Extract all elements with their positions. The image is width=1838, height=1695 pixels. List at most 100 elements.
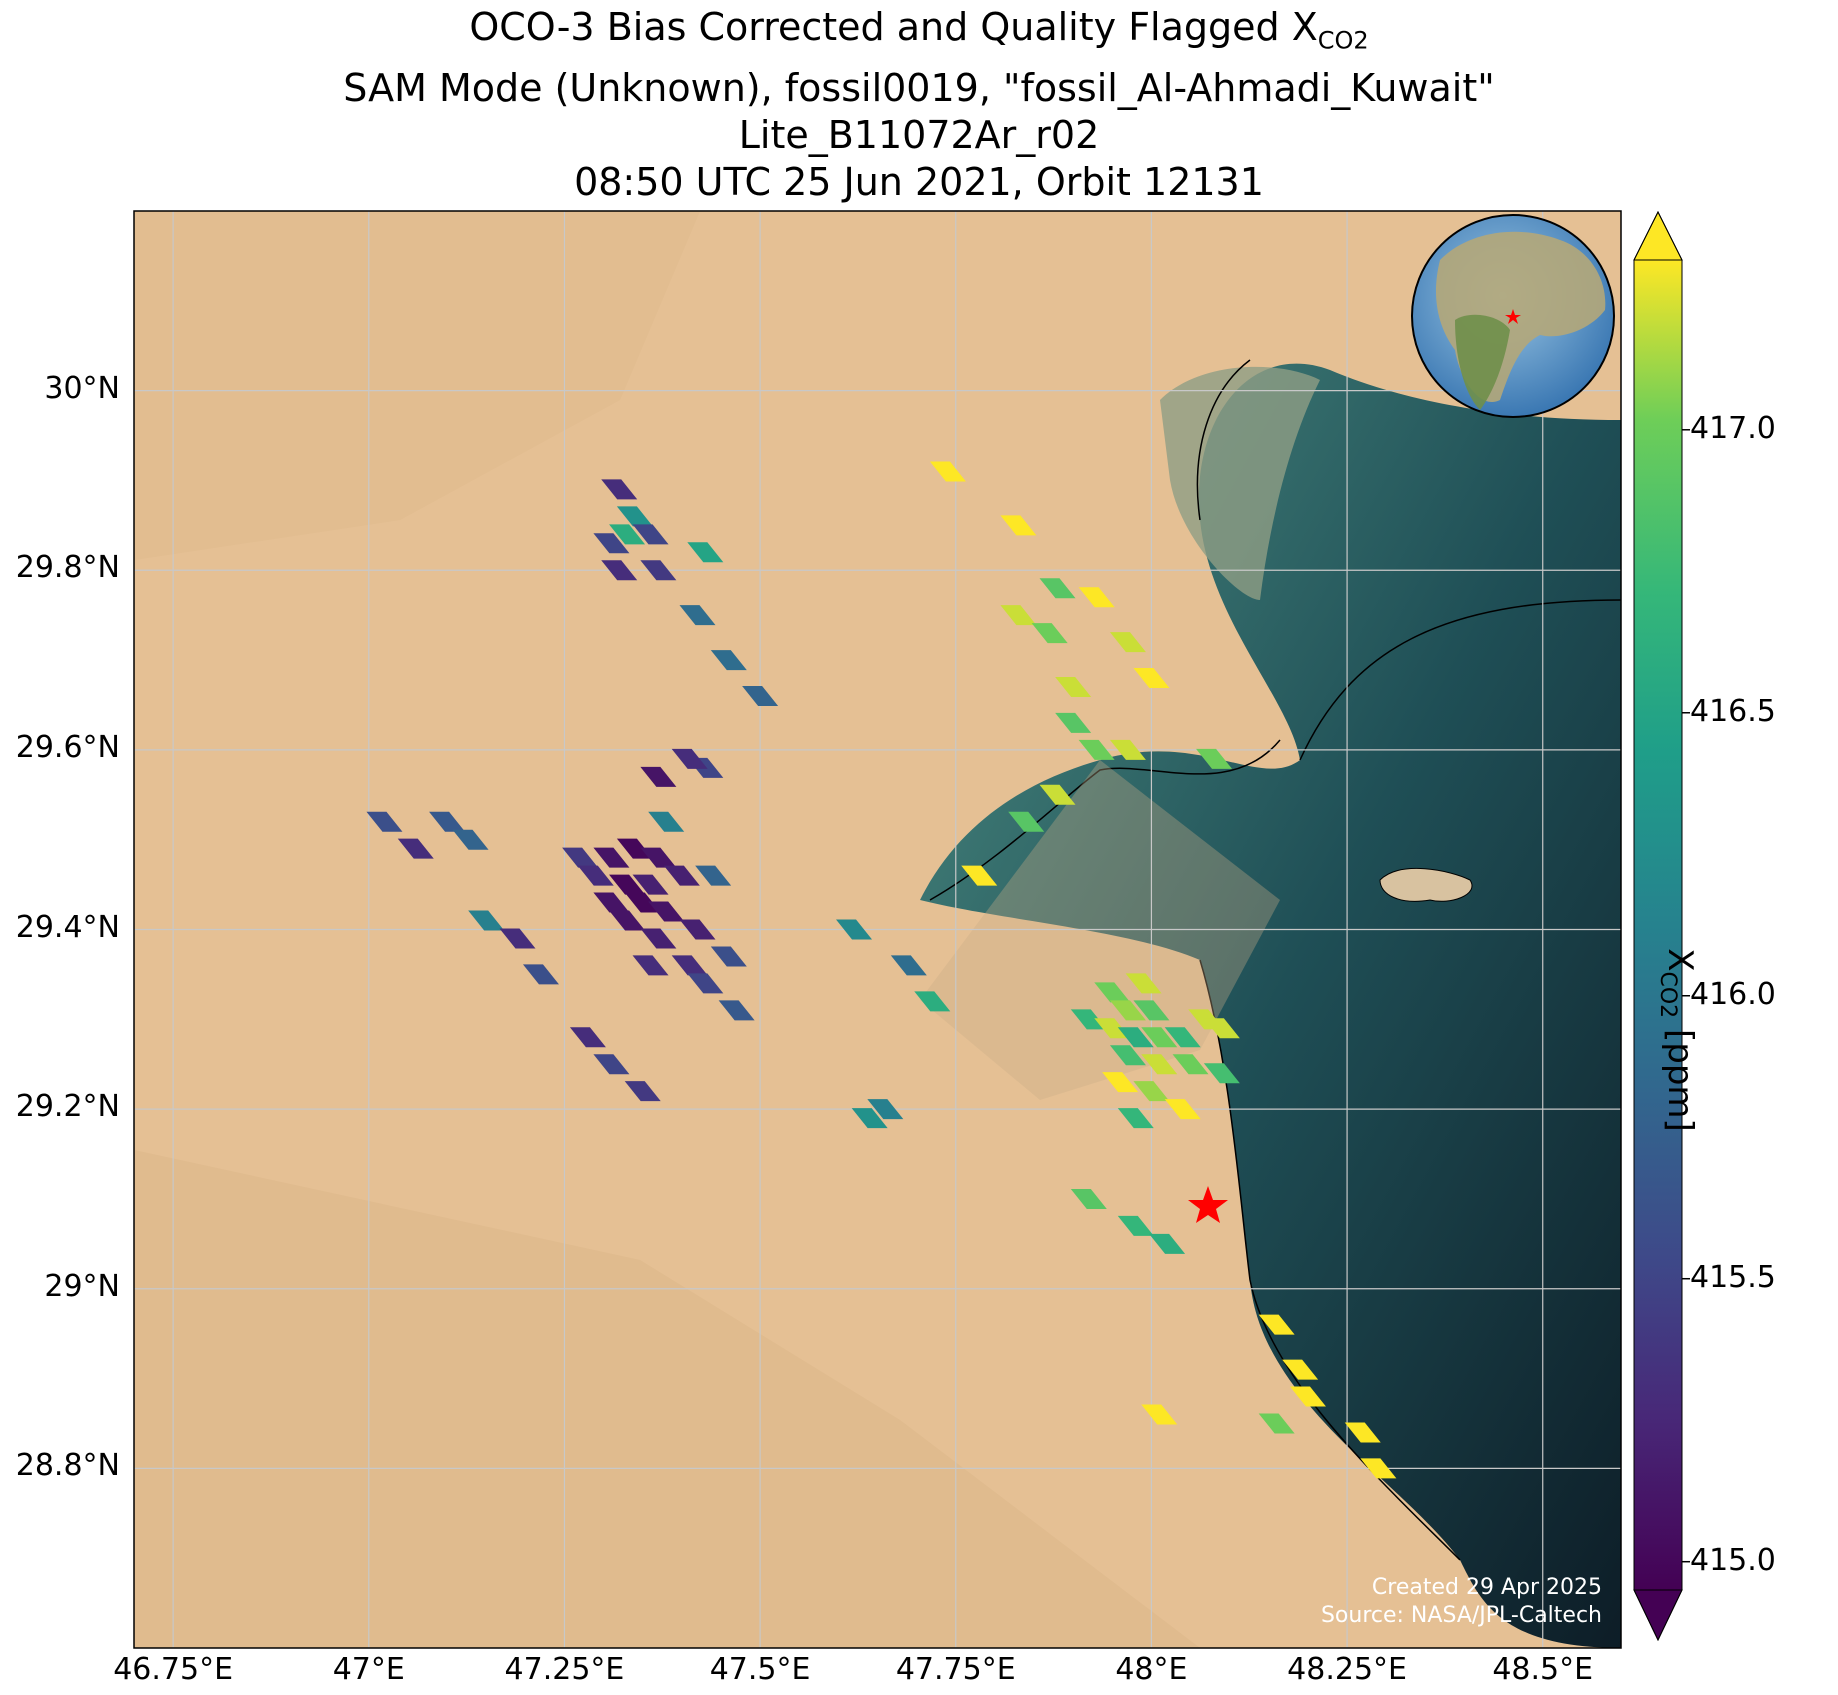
sounding-footprint — [640, 560, 677, 581]
sounding-footprint — [1078, 587, 1115, 608]
lon-tick-label: 46.75°E — [113, 1652, 234, 1687]
lon-tick-label: 48.25°E — [1287, 1652, 1407, 1687]
sounding-footprint — [1141, 1027, 1178, 1048]
sounding-footprint — [1164, 1027, 1201, 1048]
sounding-footprint — [671, 748, 708, 769]
title-line-4: 08:50 UTC 25 Jun 2021, Orbit 12131 — [574, 159, 1264, 204]
sounding-footprint — [914, 991, 951, 1012]
sounding-footprint — [867, 1099, 904, 1120]
colorbar-extend-min — [1633, 1589, 1683, 1642]
sounding-footprint — [593, 892, 630, 913]
globe-inset — [1411, 214, 1615, 418]
sounding-footprint — [687, 973, 724, 994]
sounding-footprint — [632, 874, 669, 895]
sounding-footprint — [609, 910, 646, 931]
sounding-footprint — [1094, 1018, 1131, 1039]
sounding-footprint — [1117, 1108, 1154, 1129]
sounding-footprint — [1133, 668, 1170, 689]
sounding-footprint — [1117, 1027, 1154, 1048]
sounding-footprint — [1109, 739, 1146, 760]
sounding-footprint — [366, 811, 403, 832]
lon-tick-label: 47.25°E — [504, 1652, 625, 1687]
sounding-footprint — [632, 524, 669, 545]
sounding-footprint — [1172, 1054, 1209, 1075]
sounding-footprint — [1070, 1009, 1107, 1030]
sounding-footprint — [1133, 1081, 1170, 1102]
globe-star-icon — [1505, 309, 1521, 324]
sounding-footprint — [710, 946, 747, 967]
sounding-footprint — [601, 479, 638, 500]
lat-tick-label: 28.8°N — [15, 1448, 120, 1484]
sounding-footprint — [718, 1000, 755, 1021]
sounding-footprint — [1203, 1018, 1240, 1039]
colorbar-tick-label: 415.0 — [1690, 1542, 1776, 1578]
sounding-footprint — [1258, 1314, 1295, 1335]
sounding-footprint — [609, 524, 646, 545]
sounding-footprint — [1360, 1458, 1397, 1479]
lon-tick-label: 47.5°E — [709, 1652, 811, 1687]
sounding-footprint — [648, 811, 685, 832]
lat-tick-label: 29.2°N — [15, 1089, 120, 1125]
colorbar — [1633, 210, 1690, 1642]
sounding-footprint — [1258, 1413, 1295, 1434]
sounding-footprint — [562, 847, 599, 868]
sounding-footprint — [1149, 1233, 1186, 1254]
colorbar-tick-label: 417.0 — [1690, 410, 1776, 446]
sounding-footprint — [1008, 811, 1045, 832]
sounding-footprint — [616, 838, 653, 859]
lat-tick-label: 29°N — [44, 1268, 120, 1304]
sounding-footprint — [1117, 1215, 1154, 1236]
sounding-footprint — [851, 1108, 888, 1129]
sounding-footprint — [710, 650, 747, 671]
lat-tick-label: 29.4°N — [15, 909, 120, 945]
lat-tick-label: 29.8°N — [15, 550, 120, 586]
sounding-footprint — [1125, 973, 1162, 994]
sounding-footprint — [499, 928, 536, 949]
sounding-footprint — [577, 865, 614, 886]
colorbar-tick-label: 416.0 — [1690, 976, 1776, 1012]
sounding-footprint — [397, 838, 434, 859]
sounding-footprint — [1109, 632, 1146, 653]
sounding-footprint — [632, 955, 669, 976]
sounding-footprint — [640, 847, 677, 868]
colorbar-tick-label: 416.5 — [1690, 693, 1776, 729]
sounding-footprint — [648, 901, 685, 922]
sounding-polygons — [366, 461, 1397, 1479]
sounding-footprint — [616, 506, 653, 527]
sounding-footprint — [640, 766, 677, 787]
sounding-footprint — [890, 955, 927, 976]
sounding-footprint — [1000, 605, 1037, 626]
created-date: Created 29 Apr 2025 — [1371, 1575, 1602, 1600]
sounding-footprint — [522, 964, 559, 985]
sounding-footprint — [695, 865, 732, 886]
sounding-footprint — [609, 874, 646, 895]
colorbar-label: XCO2 [ppm] — [1655, 948, 1700, 1132]
sounding-footprint — [671, 955, 708, 976]
sounding-footprint — [452, 829, 489, 850]
sounding-footprint — [742, 685, 779, 706]
sounding-footprint — [1070, 1188, 1107, 1209]
sounding-footprint — [1109, 1045, 1146, 1066]
sounding-footprint — [679, 605, 716, 626]
sounding-footprint — [1133, 1000, 1170, 1021]
sounding-footprint — [1141, 1054, 1178, 1075]
sounding-footprint — [1203, 1063, 1240, 1084]
lon-tick-label: 47°E — [332, 1652, 405, 1687]
sounding-footprint — [961, 865, 998, 886]
sounding-footprint — [929, 461, 966, 482]
sounding-footprint — [1141, 1404, 1178, 1425]
sounding-footprint — [569, 1027, 606, 1048]
source-credit: Source: NASA/JPL-Caltech — [1320, 1603, 1602, 1628]
sounding-footprint — [1164, 1099, 1201, 1120]
sounding-footprint — [468, 910, 505, 931]
map-frame — [133, 210, 1622, 1649]
sounding-footprint — [1094, 982, 1131, 1003]
sounding-footprint — [1109, 1000, 1146, 1021]
sounding-footprint — [1039, 578, 1076, 599]
lon-tick-label: 48°E — [1115, 1652, 1188, 1687]
sounding-footprint — [1039, 784, 1076, 805]
sounding-footprint — [663, 865, 700, 886]
target-star — [1188, 1186, 1228, 1223]
sounding-footprint — [687, 542, 724, 563]
